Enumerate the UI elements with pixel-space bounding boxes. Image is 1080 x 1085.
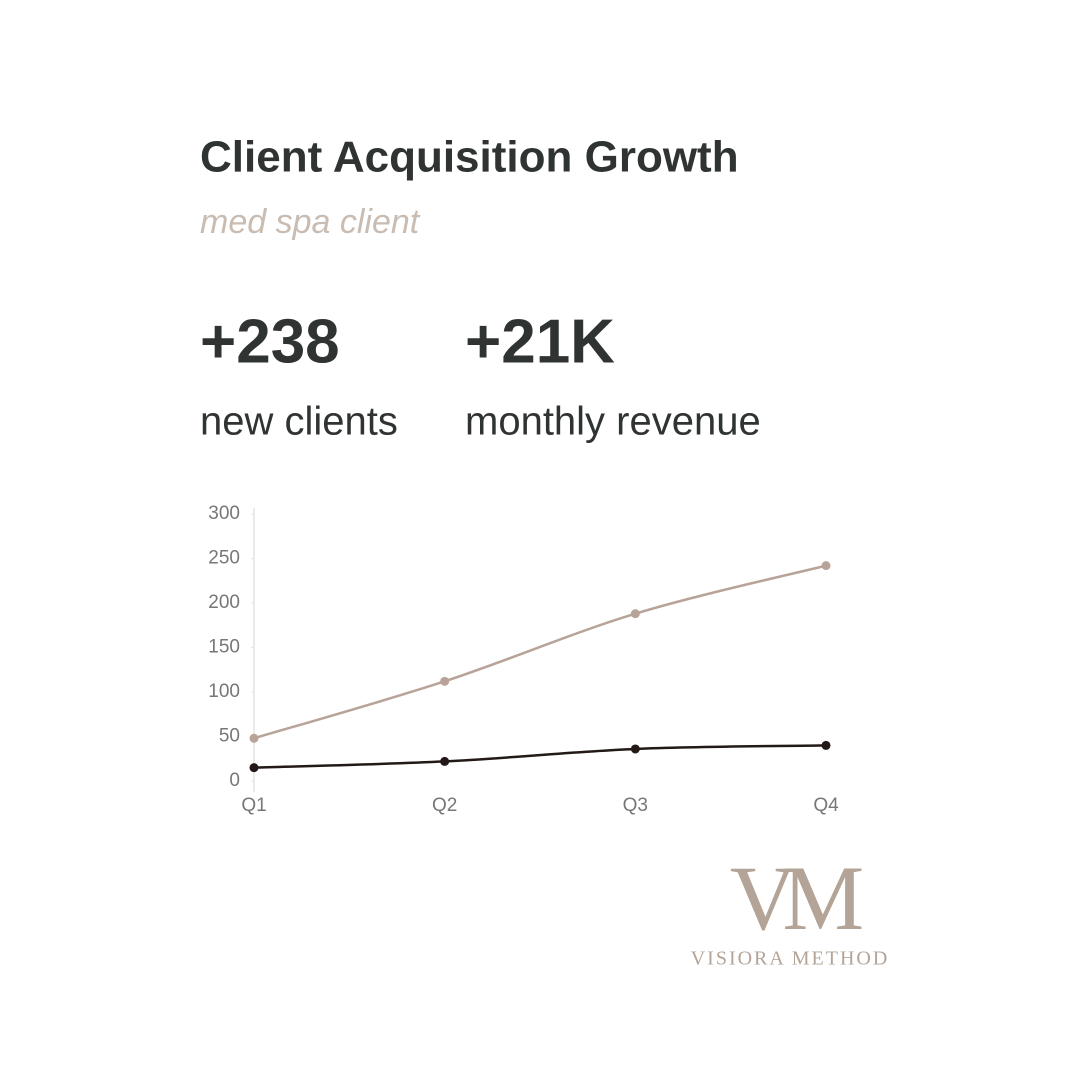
y-tick-label: 200: [208, 592, 240, 613]
data-point: [440, 676, 450, 686]
data-point: [440, 756, 450, 766]
stat-value: +21K: [465, 307, 615, 376]
series-line: [253, 744, 827, 769]
x-tick-label: Q1: [241, 795, 266, 816]
stat-label: monthly revenue: [465, 400, 761, 444]
data-point: [821, 740, 831, 750]
y-tick-label: 150: [208, 637, 240, 658]
y-tick-label: 0: [229, 770, 240, 791]
x-tick-label: Q2: [432, 795, 457, 816]
chart-subtitle: med spa client: [200, 203, 421, 241]
stat-value: +238: [200, 307, 340, 376]
stat-label: new clients: [200, 400, 398, 444]
y-tick-label: 100: [208, 681, 240, 702]
series-line: [253, 564, 827, 740]
data-point: [821, 561, 831, 571]
data-point: [630, 744, 640, 754]
data-point: [630, 609, 640, 619]
y-tick-label: 250: [208, 548, 240, 569]
x-tick-label: Q4: [813, 795, 839, 816]
logo-mark: VM: [730, 847, 862, 949]
y-tick-label: 50: [219, 726, 240, 747]
data-point: [249, 763, 259, 773]
chart-title: Client Acquisition Growth: [200, 133, 739, 182]
data-point: [249, 733, 259, 743]
logo-text: VISIORA METHOD: [691, 948, 890, 970]
x-tick-label: Q3: [623, 795, 648, 816]
y-tick-label: 300: [208, 503, 240, 524]
